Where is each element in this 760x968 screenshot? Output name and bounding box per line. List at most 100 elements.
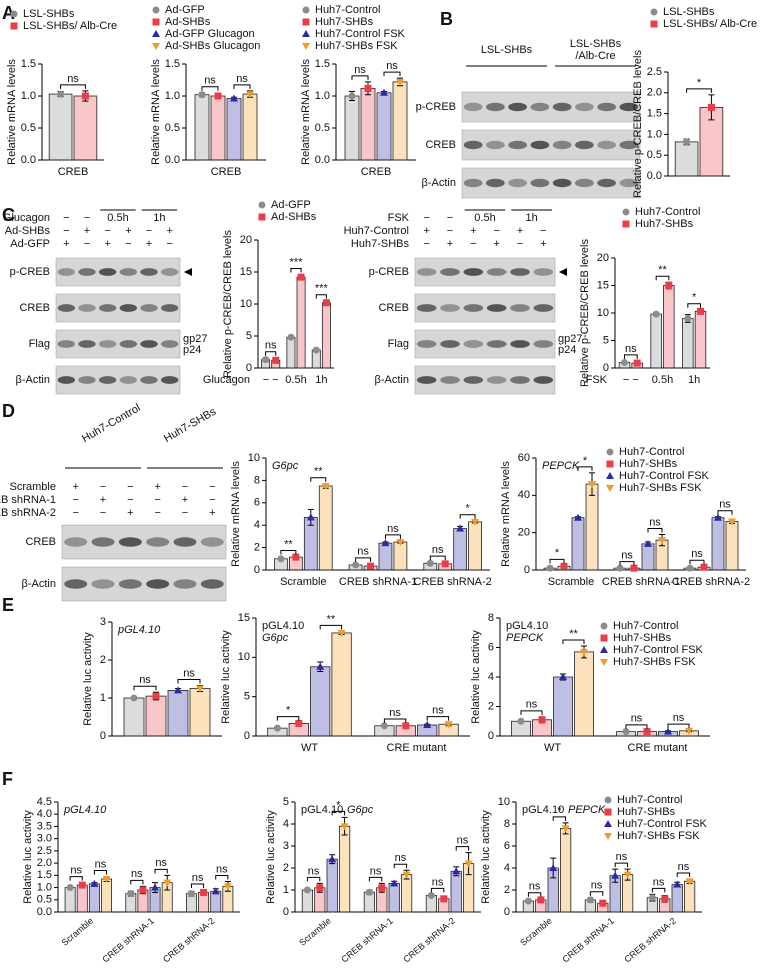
blot-band xyxy=(508,102,527,112)
blot-band xyxy=(173,579,197,589)
sig-bracket xyxy=(459,514,476,519)
y-tick-label: 0.5 xyxy=(315,122,330,134)
blot-band xyxy=(463,102,483,112)
legend-marker xyxy=(258,213,266,221)
sig-label: ** xyxy=(284,538,293,550)
legend-marker xyxy=(302,18,310,26)
treatment-value: − xyxy=(63,225,69,237)
bar xyxy=(376,92,392,161)
blot-band xyxy=(416,304,437,312)
y-axis-label: Relative p-CREB/CREB levels xyxy=(632,50,644,198)
blot-band xyxy=(140,376,158,384)
y-axis-label: Relative luc activity xyxy=(82,632,94,726)
treatment-label: Glucagon xyxy=(3,212,50,224)
sig-label: ns xyxy=(673,712,685,724)
blot-strip xyxy=(61,524,227,560)
mean-point xyxy=(452,867,461,875)
blot-band xyxy=(140,268,158,276)
legend-label: Huh7-SHBs FSK xyxy=(613,656,696,668)
legend-marker xyxy=(152,18,160,26)
x-axis-label: Glucagon xyxy=(203,374,250,386)
mean-point xyxy=(560,562,568,570)
treatment-value: + xyxy=(84,225,90,237)
legend-label: Huh7-Control xyxy=(635,206,700,218)
y-tick-label: 1.0 xyxy=(21,90,36,102)
chart-title: pGL4.10 xyxy=(262,620,304,632)
mean-point xyxy=(297,273,305,281)
bar xyxy=(48,93,73,161)
mean-point xyxy=(277,555,285,563)
y-axis-label: Relative luc activity xyxy=(220,630,232,724)
bar xyxy=(101,878,113,913)
mean-point xyxy=(456,524,465,532)
blot-band xyxy=(533,268,554,276)
mean-point xyxy=(198,91,206,99)
bar xyxy=(310,666,331,737)
sig-label: ns xyxy=(457,835,469,847)
sig-bracket xyxy=(619,561,635,566)
sig-bracket xyxy=(215,874,229,880)
mean-point xyxy=(151,883,160,891)
mean-point xyxy=(644,539,652,547)
y-tick-label: 2.0 xyxy=(647,87,662,99)
y-tick-label: 1.5 xyxy=(315,58,330,70)
mean-point xyxy=(246,91,254,99)
bar xyxy=(650,313,662,369)
y-tick-label: 8 xyxy=(504,818,510,830)
blot-band xyxy=(118,537,142,547)
legend-marker xyxy=(302,30,310,37)
treatment-label: Huh7-SHBs xyxy=(351,238,410,250)
treatment-value: − xyxy=(209,481,215,493)
legend-label: Huh7-SHBs FSK xyxy=(617,830,700,842)
mean-point xyxy=(561,825,570,833)
mean-point xyxy=(365,888,373,896)
legend-label: Huh7-SHBs xyxy=(617,806,676,818)
x-tick-label: 0.5h xyxy=(652,374,673,386)
sig-label: ns xyxy=(529,881,541,893)
treatment-label: Ad-SHBs xyxy=(5,225,51,237)
sig-label: ** xyxy=(327,613,336,625)
bar xyxy=(338,825,351,913)
treatment-value: + xyxy=(127,507,133,519)
treatment-value: + xyxy=(63,238,69,250)
bar xyxy=(392,81,408,161)
mean-point xyxy=(471,518,480,526)
legend-label: Ad-SHBs Glucagon xyxy=(165,40,260,52)
mean-point xyxy=(538,716,546,724)
mean-point xyxy=(57,90,65,98)
mean-point xyxy=(630,564,638,572)
x-tick-label: CREB xyxy=(211,166,242,178)
mean-point xyxy=(295,719,303,727)
mean-point xyxy=(163,879,172,887)
sig-bracket xyxy=(426,716,450,721)
mean-point xyxy=(396,539,405,546)
legend-marker xyxy=(600,634,608,642)
legend-label: LSL-SHBs/ Alb-Cre xyxy=(663,18,757,30)
mean-point xyxy=(200,888,208,896)
sig-label: ** xyxy=(569,628,578,640)
mean-point xyxy=(402,871,411,879)
sig-bracket xyxy=(687,303,701,308)
blot-band xyxy=(140,340,158,348)
mean-point xyxy=(611,871,620,879)
treatment-value: − xyxy=(423,212,429,224)
bar xyxy=(468,521,482,571)
panel-letter: B xyxy=(440,9,453,29)
bar xyxy=(694,310,707,369)
treatment-value: − xyxy=(84,238,90,250)
y-axis-label: Relative luc activity xyxy=(265,810,277,904)
bar xyxy=(226,98,242,161)
mean-point xyxy=(316,884,324,892)
legend-label: Ad-GFP xyxy=(271,199,311,211)
y-tick-label: 10 xyxy=(240,298,252,310)
legend-label: LSL-SHBs xyxy=(23,8,75,20)
mean-point xyxy=(152,692,160,700)
treatment-value: − xyxy=(447,225,453,237)
bar xyxy=(210,890,222,913)
mean-point xyxy=(378,884,386,892)
legend-label: Huh7-SHBs FSK xyxy=(315,40,398,52)
mean-point xyxy=(272,356,280,364)
legend-marker xyxy=(604,820,612,827)
blot-band xyxy=(463,268,484,276)
sig-bracket xyxy=(310,477,327,482)
